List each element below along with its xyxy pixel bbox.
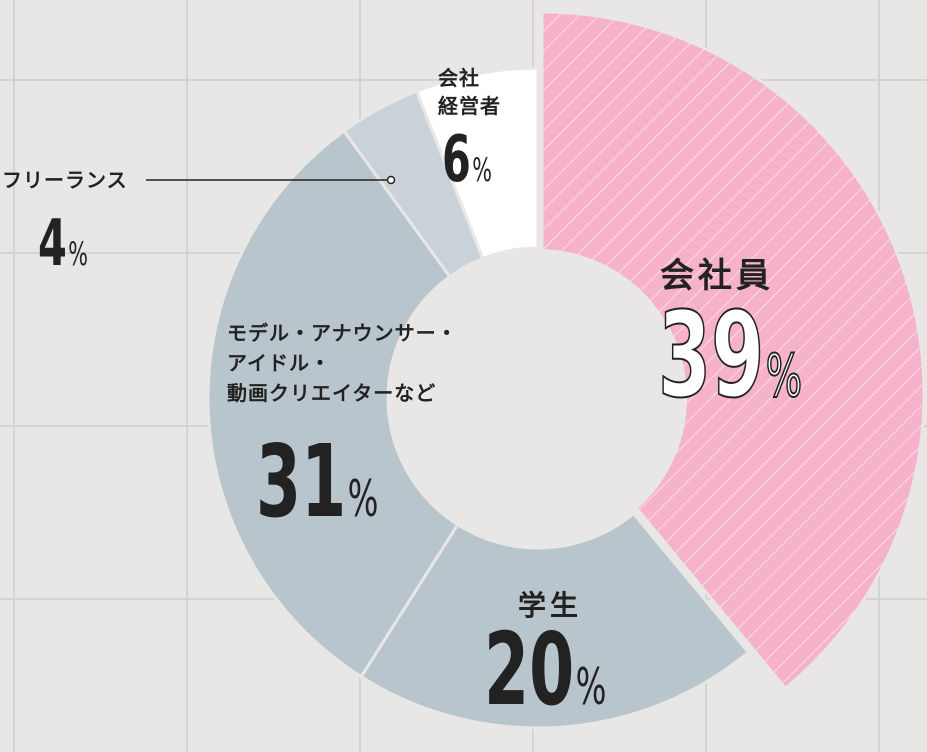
model-label-line1: モデル・アナウンサー・ <box>227 321 458 345</box>
freelance-leader-line <box>146 175 396 185</box>
donut-hole <box>389 249 687 547</box>
model-label-line3: 動画クリエイターなど <box>227 381 437 405</box>
employee-value-number: 39 <box>657 286 765 424</box>
executive-label-line2: 経営者 <box>438 94 501 118</box>
freelance-name: フリーランス <box>2 168 128 192</box>
student-value-number: 20 <box>484 611 575 728</box>
student-value-unit: % <box>575 658 607 716</box>
executive-value: 6% <box>442 128 511 202</box>
slice-0 <box>540 10 926 691</box>
model-label-line2: アイドル・ <box>227 351 331 375</box>
employee-value-unit: % <box>765 340 803 411</box>
slice-4 <box>414 66 540 261</box>
model-label: モデル・アナウンサー・ アイドル・ 動画クリエイターなど <box>227 318 458 408</box>
slice-1 <box>359 511 751 730</box>
freelance-value-unit: % <box>68 235 88 273</box>
executive-label-line1: 会社 <box>438 66 480 90</box>
executive-label: 会社 経営者 <box>438 64 501 120</box>
student-name: 学生 <box>518 589 583 622</box>
executive-value-number: 6 <box>442 123 471 197</box>
slice-2 <box>206 128 460 679</box>
freelance-value-number: 4 <box>38 207 67 281</box>
freelance-value: 4% <box>38 212 107 286</box>
executive-value-unit: % <box>472 151 492 189</box>
employee-name: 会社員 <box>660 256 774 296</box>
student-value: 20% <box>484 620 654 737</box>
employee-label: 会社員 <box>660 248 774 297</box>
model-value-unit: % <box>347 470 379 528</box>
donut-slices <box>206 10 926 730</box>
model-value-number: 31 <box>256 423 347 540</box>
model-value: 31% <box>256 432 426 549</box>
employee-value: 39% <box>657 295 858 435</box>
